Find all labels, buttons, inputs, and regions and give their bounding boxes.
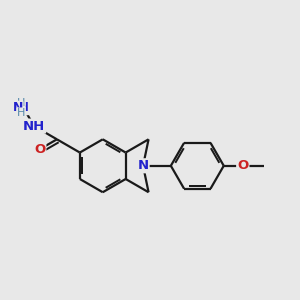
- Text: O: O: [237, 159, 248, 172]
- Text: H: H: [17, 98, 25, 107]
- Text: NH: NH: [23, 120, 45, 133]
- Text: O: O: [34, 143, 45, 156]
- Text: N: N: [13, 101, 23, 114]
- Text: H: H: [17, 108, 25, 118]
- Text: H: H: [19, 101, 28, 114]
- Text: N: N: [137, 159, 148, 172]
